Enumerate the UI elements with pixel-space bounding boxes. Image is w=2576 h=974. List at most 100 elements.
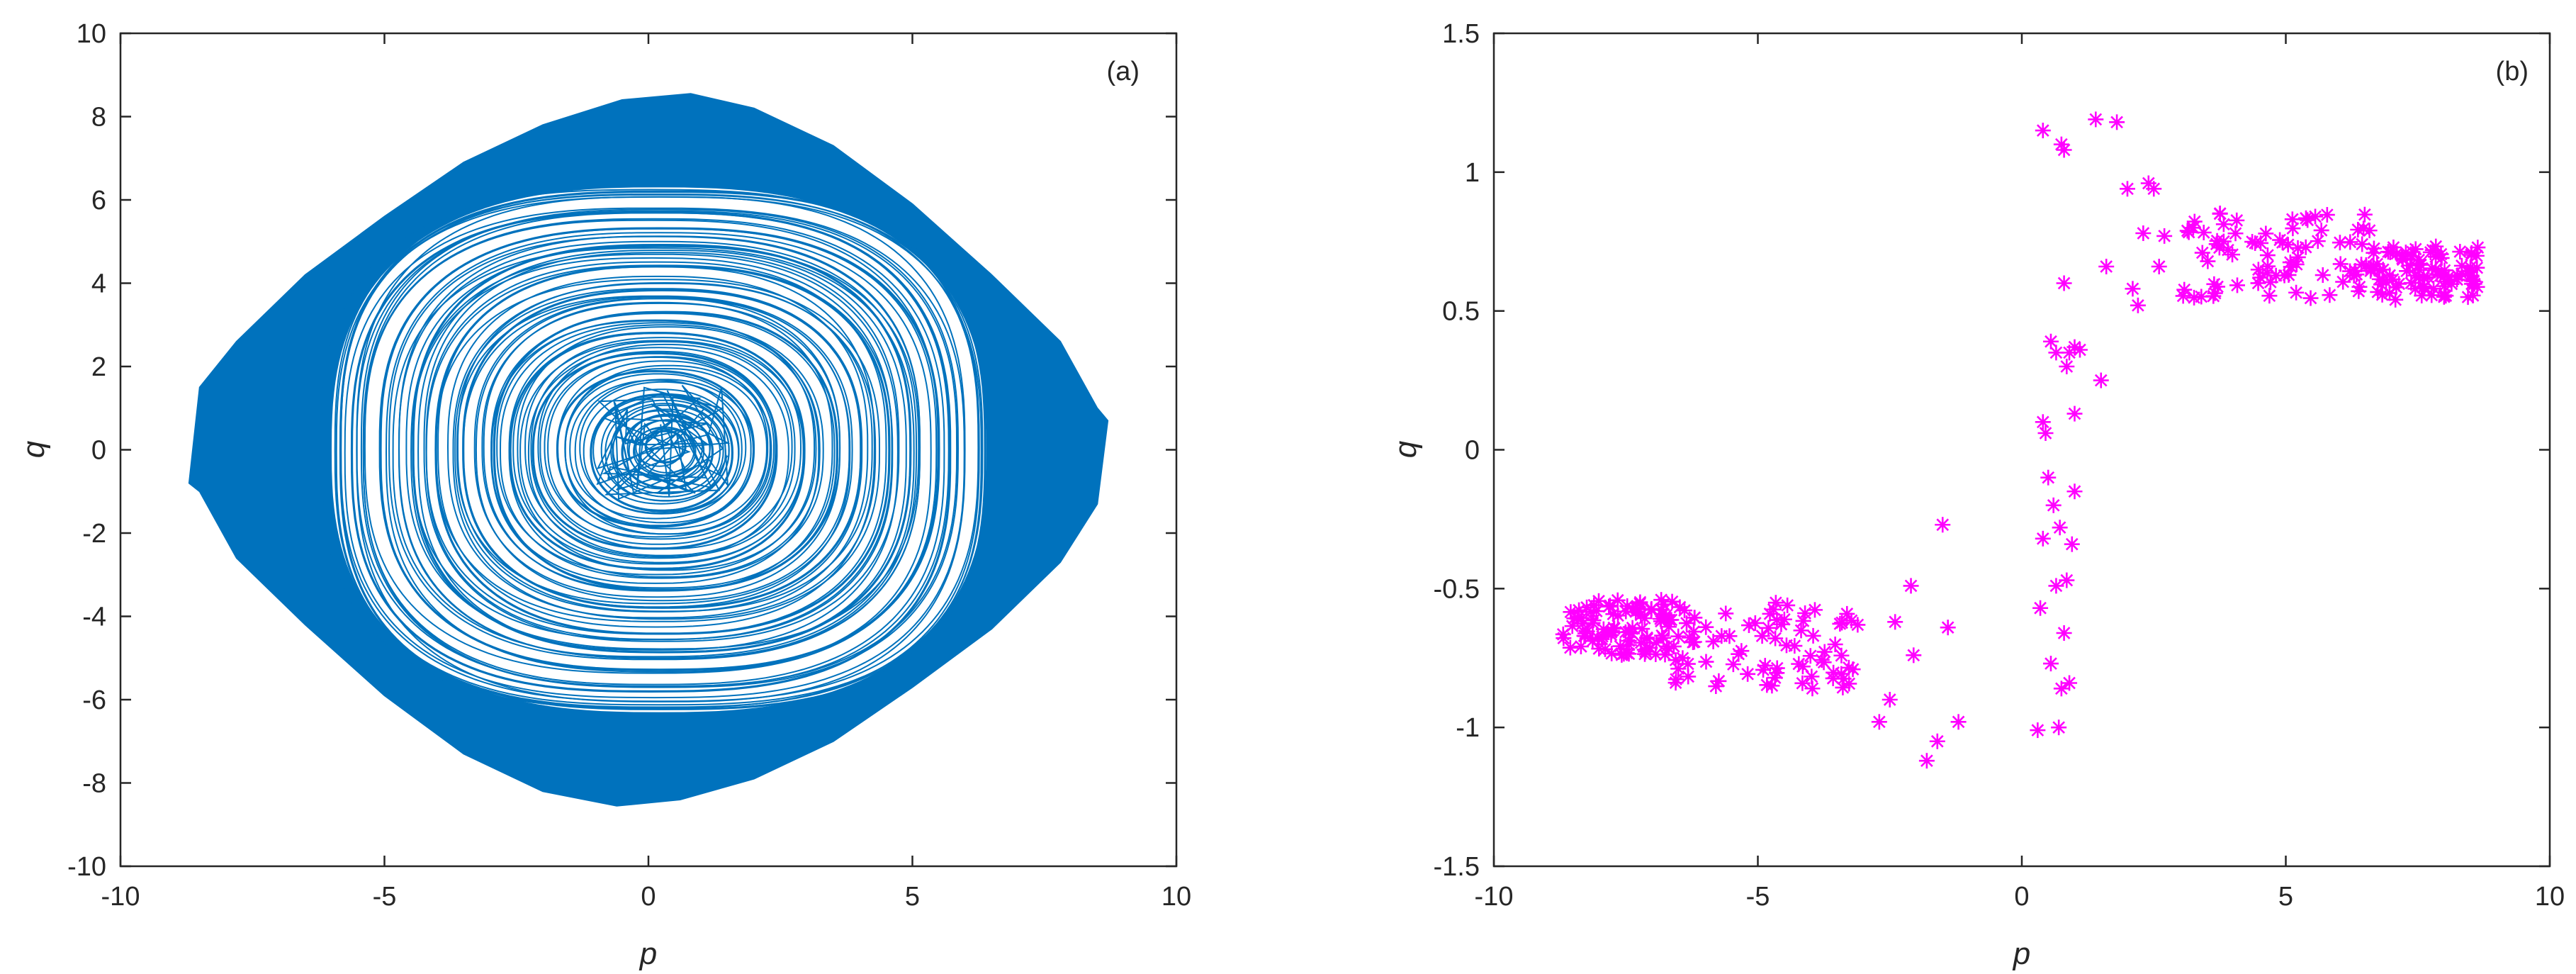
scatter-point [1816,644,1833,660]
scatter-point [2290,249,2306,265]
scatter-point [2449,272,2465,288]
trajectory-loop [437,266,875,628]
y-axis-label-b: q [1388,440,1423,458]
scatter-point [2045,497,2062,513]
trajectory-loop [499,322,824,579]
trajectory-loop [380,228,938,671]
scatter-point [2356,206,2373,223]
scatter-point [1582,604,1599,620]
y-tick-label: 0 [91,436,106,466]
scatter-point [2040,469,2057,486]
scatter-point [1638,644,1654,660]
x-tick-label: 5 [2278,882,2293,912]
trajectory-loop [425,264,894,640]
scatter-point [2229,277,2246,293]
scatter-point [1586,597,1602,613]
scatter-point [1887,614,1903,630]
scatter-point [1779,597,1796,613]
scatter-point [1850,617,1866,633]
scatter-point [1610,608,1626,624]
y-tick-label: -10 [67,852,106,882]
scatter-point [1725,656,1741,673]
scatter-point [1882,692,1898,707]
scatter-point [2056,142,2072,158]
y-tick-label: -0.5 [1434,574,1480,604]
scatter-point [1676,603,1692,619]
scatter-point [2032,600,2049,616]
y-axis-label-a: q [16,440,51,458]
scatter-point [1805,627,1821,644]
scatter-point [2247,235,2263,252]
scatter-point [1654,627,1670,644]
scatter-point [2463,263,2479,279]
scatter-point [2207,285,2223,301]
scatter-point [2351,283,2367,299]
x-tick-label: 10 [2535,882,2565,912]
scatter-point [2051,720,2067,736]
scatter-point [2042,656,2059,672]
scatter-point [2382,285,2398,301]
scatter-point [1747,615,1763,631]
scatter-point [2035,414,2051,430]
scatter-point [2354,236,2370,252]
y-tick-label: 1 [1465,158,1480,188]
scatter-point [2064,536,2080,552]
scatter-point [1556,630,1572,646]
scatter-point [1839,605,1855,622]
scatter-point [1675,650,1691,666]
scatter-point [2332,256,2349,272]
scatter-point [2260,258,2276,274]
trajectory-loop [388,235,921,661]
trajectory-loop [537,343,793,550]
scatter-point [1612,638,1629,654]
scatter-series-b [1555,111,2486,769]
scatter-point [2053,681,2069,697]
trajectory-loop [508,324,821,578]
scatter-point [2035,530,2051,547]
trajectory-loop [564,364,772,535]
scatter-point [2272,232,2288,248]
scatter-point [2284,211,2300,228]
scatter-point [1718,605,1734,622]
scatter-point [1832,615,1848,632]
scatter-point [2194,245,2210,261]
scatter-point [1733,643,1750,659]
trajectory-loop [539,350,777,545]
trajectory-loop [544,356,769,538]
trajectory-loop [405,245,920,650]
scatter-point [2130,297,2146,313]
trajectory-loop [339,190,986,710]
scatter-point [2059,359,2075,374]
y-tick-label: 8 [91,103,106,133]
panel-label-a: (a) [1107,57,1140,86]
scatter-point [1816,654,1832,671]
scatter-point [2469,279,2485,295]
trajectory-loop [531,352,778,550]
trajectory-loop [344,207,965,699]
scatter-point [2030,722,2046,739]
trajectory-loop [592,396,730,505]
scatter-point [1577,628,1593,644]
trajectory-series-a [188,93,1109,807]
scatter-point [2437,274,2453,290]
scatter-point [1767,670,1783,686]
scatter-point [2366,240,2382,257]
x-tick-label: 10 [1162,882,1191,912]
scatter-point [1705,633,1721,649]
scatter-point [1670,628,1687,644]
scatter-point [2463,247,2480,263]
scatter-point [1609,592,1626,608]
y-tick-label: 1.5 [1442,19,1480,49]
scatter-point [2193,289,2210,305]
scatter-point [2261,288,2278,304]
y-tick-label: 0.5 [1442,297,1480,327]
scatter-point [1794,659,1811,675]
scatter-point [1833,647,1850,664]
scatter-point [1903,578,1919,594]
panel-label-b: (b) [2496,57,2529,86]
x-tick-label: -5 [373,882,397,912]
scatter-point [2175,288,2191,304]
scatter-point [2037,425,2054,441]
scatter-point [2452,244,2468,260]
scatter-point [1754,628,1770,644]
